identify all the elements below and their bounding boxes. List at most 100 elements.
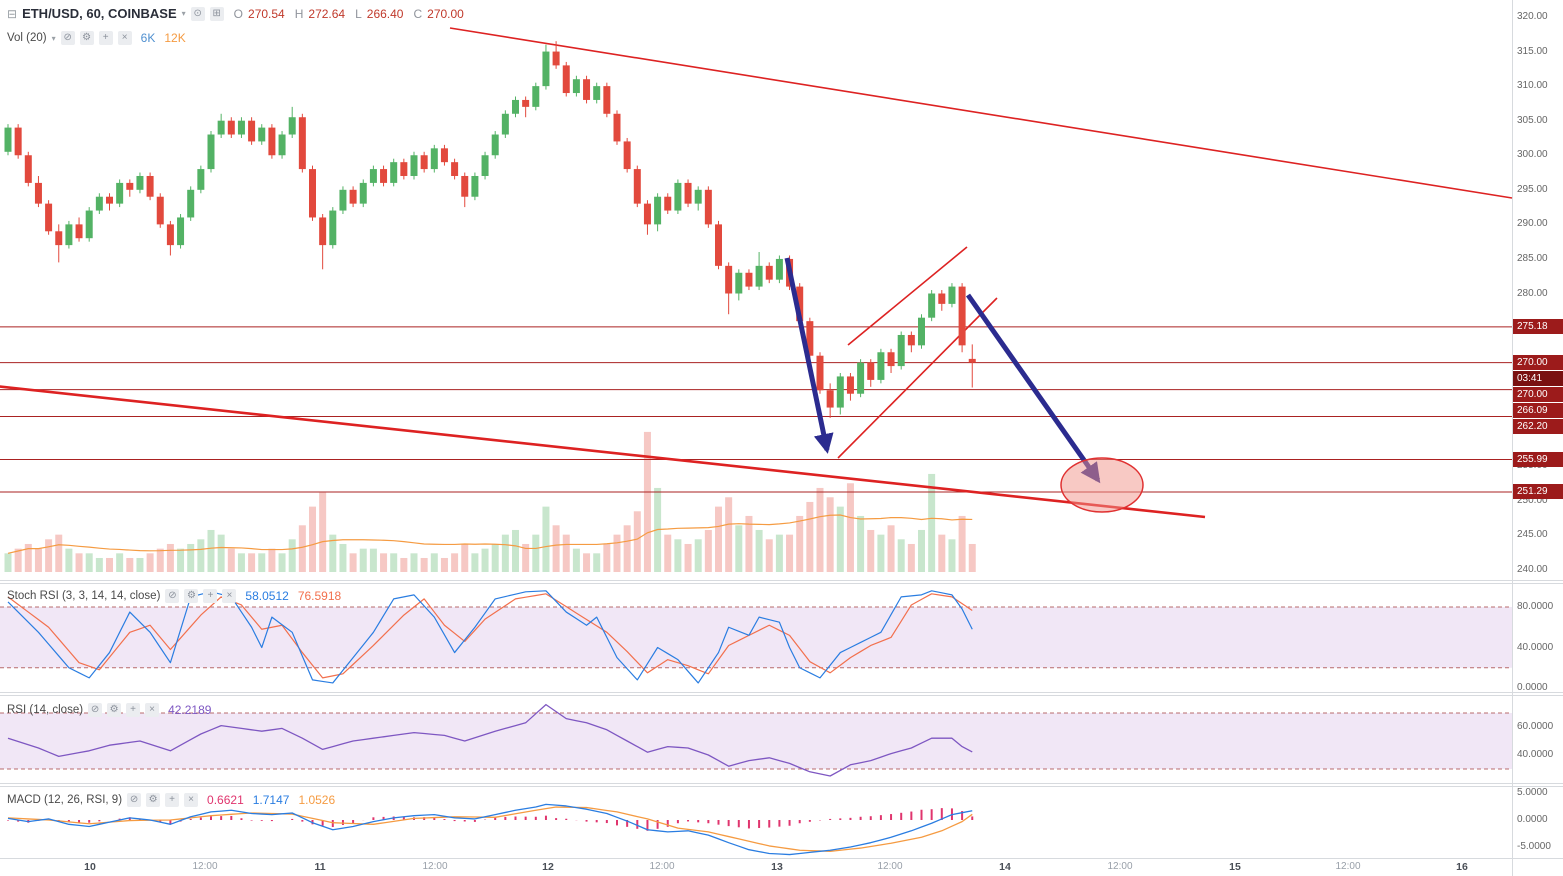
- candle-body: [643, 203, 651, 225]
- candle-body: [126, 182, 134, 190]
- chevron-down-icon[interactable]: ▾: [51, 33, 56, 43]
- volume-bar: [451, 553, 459, 572]
- candle-body: [501, 113, 509, 135]
- close-icon[interactable]: ×: [222, 589, 237, 603]
- add-icon[interactable]: +: [98, 31, 113, 45]
- candle-body: [877, 352, 885, 380]
- visibility-icon[interactable]: ⊘: [60, 31, 75, 45]
- volume-bar: [24, 543, 32, 572]
- stoch-rsi-title[interactable]: Stoch RSI (3, 3, 14, 14, close): [7, 590, 161, 602]
- target-ellipse[interactable]: [1060, 457, 1144, 513]
- volume-bar: [45, 539, 53, 572]
- volume-bar: [775, 534, 783, 572]
- volume-bar: [207, 529, 215, 572]
- close-icon[interactable]: ×: [117, 31, 132, 45]
- visibility-icon[interactable]: ⊘: [165, 589, 180, 603]
- stoch-k-line: [7, 590, 973, 684]
- chart-menu-icon[interactable]: ⊟: [7, 6, 18, 21]
- candle-body: [288, 117, 296, 135]
- volume-ma-line: [7, 514, 973, 554]
- volume-bar: [583, 553, 591, 572]
- candle-body: [816, 355, 824, 391]
- candle-body: [319, 217, 327, 246]
- price-axis[interactable]: [1512, 0, 1563, 858]
- volume-bar: [512, 529, 519, 572]
- close-icon[interactable]: ×: [184, 793, 199, 807]
- symbol-title[interactable]: ETH/USD, 60, COINBASE: [22, 6, 177, 21]
- volume-bar: [897, 539, 905, 572]
- settings-icon[interactable]: ⚙: [184, 589, 199, 603]
- add-icon[interactable]: +: [165, 793, 180, 807]
- volume-bar: [501, 534, 509, 572]
- add-icon[interactable]: +: [126, 703, 141, 717]
- projection-arrow[interactable]: [965, 293, 1101, 484]
- stoch-k-value: 58.0512: [245, 589, 289, 603]
- candle-body: [897, 334, 905, 367]
- candle-body: [532, 86, 540, 107]
- volume-bar: [278, 553, 286, 572]
- settings-icon[interactable]: ⚙: [107, 703, 122, 717]
- candle-body: [968, 358, 976, 363]
- candle-body: [928, 293, 936, 318]
- stoch-d-value: 76.5918: [297, 589, 342, 603]
- volume-bar: [958, 515, 966, 572]
- volume-bar: [146, 553, 154, 572]
- candle-body: [491, 134, 499, 156]
- candle-body: [258, 127, 266, 142]
- volume-legend: Vol (20) ▾ ⊘ ⚙ + × 6K 12K: [7, 31, 186, 45]
- settings-icon[interactable]: ⚙: [79, 31, 94, 45]
- projection-arrow[interactable]: [784, 257, 834, 454]
- close-icon[interactable]: ×: [145, 703, 160, 717]
- layout-grid-icon[interactable]: ⊞: [209, 6, 224, 21]
- trendline[interactable]: [0, 385, 1206, 519]
- candle-body: [227, 120, 235, 135]
- volume-bar: [765, 539, 773, 572]
- rsi-title[interactable]: RSI (14, close): [7, 704, 84, 716]
- volume-bar: [55, 534, 63, 572]
- time-axis[interactable]: [0, 858, 1563, 876]
- volume-bar: [806, 501, 814, 572]
- volume-bar: [796, 515, 804, 572]
- volume-bar: [380, 553, 388, 572]
- volume-bar: [339, 543, 347, 572]
- volume-bar: [156, 548, 164, 572]
- add-icon[interactable]: +: [203, 589, 218, 603]
- candle-body: [512, 99, 519, 114]
- volume-bar: [887, 525, 895, 572]
- open-value: 270.54: [248, 6, 285, 21]
- volume-bar: [258, 553, 266, 572]
- macd-title[interactable]: MACD (12, 26, RSI, 9): [7, 794, 123, 806]
- volume-bar: [136, 557, 144, 572]
- candle-body: [867, 362, 875, 380]
- visibility-icon[interactable]: ⊘: [88, 703, 103, 717]
- candle-body: [664, 196, 672, 211]
- candle-body: [704, 189, 712, 225]
- candle-body: [471, 175, 479, 197]
- candle-body: [461, 175, 469, 197]
- volume-bar: [319, 492, 327, 572]
- macd-signal-line: [7, 806, 973, 852]
- volume-ma-value: 12K: [164, 31, 186, 45]
- volume-bar: [633, 511, 641, 572]
- macd-value: 1.7147: [252, 793, 290, 807]
- volume-bar: [694, 539, 702, 572]
- volume-bar: [430, 553, 438, 572]
- candle-body: [65, 224, 73, 246]
- candle-body: [796, 286, 804, 322]
- candle-body: [166, 224, 174, 246]
- volume-value: 6K: [140, 31, 156, 45]
- volume-bar: [522, 543, 530, 572]
- settings-icon[interactable]: ⊙: [190, 6, 205, 21]
- visibility-icon[interactable]: ⊘: [127, 793, 142, 807]
- trendline[interactable]: [837, 297, 998, 459]
- macd-histogram: [7, 808, 974, 831]
- candle-body: [339, 189, 347, 211]
- candle-body: [907, 334, 915, 346]
- candle-body: [24, 155, 32, 183]
- trendline[interactable]: [449, 27, 1513, 199]
- trendline[interactable]: [847, 246, 968, 346]
- volume-title[interactable]: Vol (20): [7, 32, 47, 44]
- volume-bar: [227, 548, 235, 572]
- chevron-down-icon[interactable]: ▾: [181, 9, 186, 18]
